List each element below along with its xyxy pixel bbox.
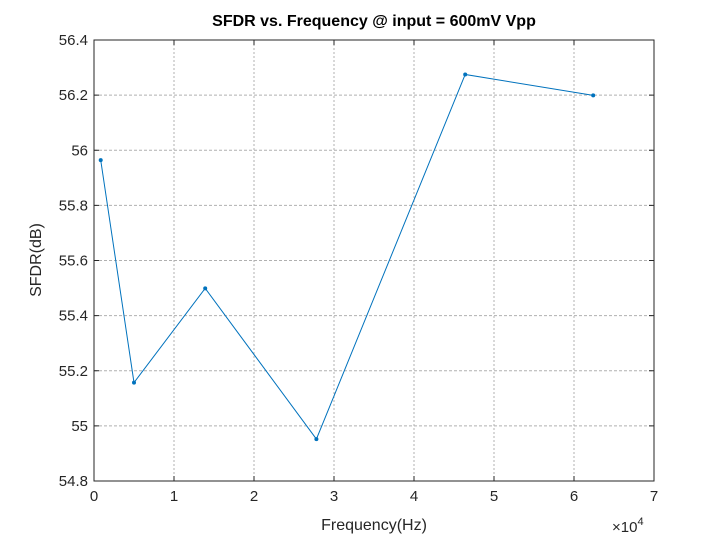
chart-title: SFDR vs. Frequency @ input = 600mV Vpp [212,13,536,30]
x-tick-label: 7 [650,488,658,505]
data-point [132,380,136,385]
x-tick-label: 4 [410,488,418,505]
y-tick-label: 55.6 [59,253,88,270]
y-tick-label: 55.2 [59,363,88,380]
x-tick-label: 2 [250,488,258,505]
x-exponent-label: ×104 [612,516,644,536]
x-tick-label: 1 [170,488,178,505]
x-exponent-power: 4 [637,516,643,528]
series-line [100,73,594,441]
y-axis-label: SFDR(dB) [28,223,45,297]
y-tick-label: 56 [71,142,88,159]
y-tick-label: 54.8 [59,473,88,490]
data-point [314,437,319,442]
x-tick-label: 0 [90,488,98,505]
y-tick-label: 55.4 [59,308,88,325]
data-point [203,286,208,291]
y-tick-label: 55 [71,418,88,435]
x-exponent-base: ×10 [612,519,637,536]
x-axis-label: Frequency(Hz) [321,517,427,534]
data-point [98,158,103,163]
x-tick-label: 5 [490,488,498,505]
series-layer [98,72,596,442]
y-tick-label: 55.8 [59,197,88,214]
data-point [463,72,468,77]
y-tick-label: 56.4 [59,32,88,49]
data-point [591,93,596,98]
x-tick-label: 3 [330,488,338,505]
y-tick-label: 56.2 [59,87,88,104]
grid [94,40,654,481]
x-tick-label: 6 [570,488,578,505]
